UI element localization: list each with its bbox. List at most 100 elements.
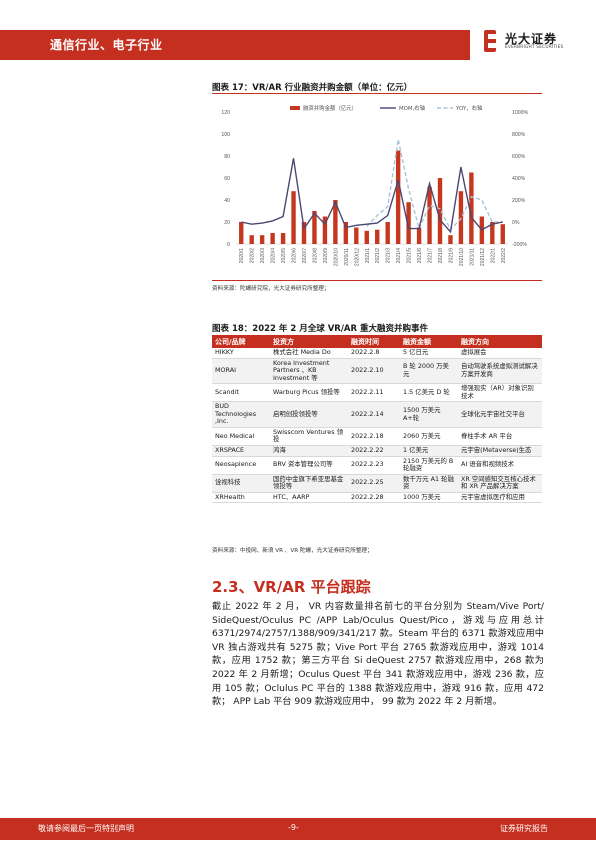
x-tick-label: 2020/7 [302,248,308,264]
cell-investor: 株式会社 Media Do [270,348,348,359]
cell-direction: AI 语音和视频技术 [458,456,542,475]
legend-label: MOM,右轴 [399,104,425,112]
cell-direction: XR 空间感知交互核心技术和 XR 产品解决方案 [458,474,542,493]
x-tick-label: 2020/3 [260,248,266,264]
legend-label: 融资并购金额（亿元） [303,104,357,112]
table-row: XRSPACE 鸿海 2022.2.22 1 亿美元 元宇宙(Metaverse)生态 [212,445,542,457]
bar [280,233,286,244]
bar [249,235,254,244]
bar [395,150,401,244]
y2-tick-label: 400% [512,176,526,182]
x-tick-label: 2021/6 [417,248,423,264]
x-tick-label: 2021/8 [438,248,444,264]
cell-company: Neo Medical [212,427,270,447]
col-header-amount: 融资金额 [400,335,458,348]
bar [354,227,359,244]
x-tick-label: 2020/8 [312,248,318,264]
deals-table: 公司/品牌 投资方 融资时间 融资金额 融资方向 HIKKY 株式会社 Media… [212,335,542,504]
cell-investor: 国药中金旗下希亚思基金领投等 [270,474,348,493]
financing-chart: 0 20 40 60 80 100 120 -200% 0% 200% 400% 600% 800% 10… [221,104,528,266]
table-row: HIKKY 株式会社 Media Do 2022.2.8 5 亿日元 虚拟展会 [212,348,542,359]
bar [322,216,328,244]
cell-investor: Korea Investment Partners 、KB Investment… [270,358,348,385]
cell-date: 2022.2.14 [348,401,400,428]
figure18-title: 图表 18：2022 年 2 月全球 VR/AR 重大融资并购事件 [212,324,429,334]
cell-date: 2022.2.8 [348,348,400,359]
x-tick-label: 2021/7 [428,248,434,264]
y-tick-label: 60 [224,176,230,182]
y-tick-label: 80 [224,154,230,160]
bar [375,229,380,244]
cell-amount: B 轮 2000 万美元 [400,358,458,385]
x-tick-label: 2021/4 [396,248,402,264]
cell-amount: 1.5 亿美元 D 轮 [400,383,458,403]
col-header-company: 公司/品牌 [212,335,270,348]
bar [458,191,464,244]
header-band: 通信行业、电子行业 [0,30,470,60]
table-row: Scandit Warburg Picus 领投等 2022.2.11 1.5 亿美元… [212,383,542,403]
table-row: XRHealth HTC、AARP 2022.2.28 1000 万美元 元宇宙虚拟医疗… [212,492,542,504]
figure18-source: 资料来源：中投网、新浪 VR 、VR 陀螺，光大证券研究所整理； [212,548,373,554]
bar [469,172,474,244]
cell-direction: 自动驾驶系统虚拟测试解决方案开发商 [458,358,542,385]
cell-company: 诠视科技 [212,474,270,493]
bar [270,233,275,244]
col-header-direction: 融资方向 [458,335,542,348]
cell-date: 2022.2.22 [348,445,400,457]
cell-investor: Warburg Picus 领投等 [270,383,348,403]
section-title: 2.3、VR/AR 平台跟踪 [212,578,371,596]
x-tick-label: 2021/11 [469,248,475,266]
table-row: BUD Technologies ,Inc. 启明创投领投等 2022.2.14 15… [212,401,542,428]
bar [490,222,495,244]
table-row: MORAI Korea Investment Partners 、KB Inves… [212,358,542,385]
x-tick-label: 2020/2 [250,248,256,264]
bar [427,186,432,244]
figure17-bottom-rule [212,280,542,281]
table-header-row: 公司/品牌 投资方 融资时间 融资金额 融资方向 [212,335,542,348]
y-tick-label: 0 [227,242,230,248]
bar [364,230,369,244]
cell-direction: 增强现实（AR）对象识别技术 [458,383,542,403]
industry-label: 通信行业、电子行业 [50,38,163,52]
x-tick-label: 2020/9 [323,248,329,264]
y2-tick-label: 0% [512,220,520,226]
y2-tick-label: 600% [512,154,526,160]
y-tick-label: 120 [221,110,230,116]
y-tick-label: 100 [221,132,230,138]
cell-investor: 鸿海 [270,445,348,457]
cell-amount: 2060 万美元 [400,427,458,447]
cell-amount: 2150 万美元的 B 轮融资 [400,456,458,475]
legend-label: YOY，右轴 [455,104,482,112]
cell-company: MORAI [212,358,270,385]
cell-company: Scandit [212,383,270,403]
x-tick-label: 2022/1 [490,248,496,264]
cell-date: 2022.2.10 [348,358,400,385]
cell-date: 2022.2.28 [348,492,400,504]
cell-date: 2022.2.11 [348,383,400,403]
x-tick-label: 2021/3 [386,248,392,264]
cell-company: Neosapience [212,456,270,475]
table-row: 诠视科技 国药中金旗下希亚思基金领投等 2022.2.25 数千万元 A1 轮融资 XR… [212,474,542,493]
cell-company: XRSPACE [212,445,270,457]
bar [312,211,317,244]
bar [333,200,338,244]
y-tick-label: 20 [224,220,230,226]
cell-amount: 数千万元 A1 轮融资 [400,474,458,493]
brand-name-en: EVERBRIGHT SECURITIES [505,45,564,50]
cell-amount: 1000 万美元 [400,492,458,504]
cell-date: 2022.2.18 [348,427,400,447]
bar [291,191,296,244]
figure17-source: 资料来源：陀螺研究院，光大证券研究所整理； [212,286,330,292]
x-tick-label: 2020/11 [344,248,350,266]
bar [385,222,390,244]
x-tick-label: 2021/9 [448,248,454,264]
x-tick-label: 2021/5 [407,248,413,264]
bar [301,222,307,244]
x-tick-label: 2020/4 [271,248,277,264]
legend-swatch [290,106,300,110]
bar [406,202,411,244]
x-tick-label: 2021/2 [375,248,381,264]
y-tick-label: 40 [224,198,230,204]
cell-amount: 1500 万美元 A+轮 [400,401,458,428]
